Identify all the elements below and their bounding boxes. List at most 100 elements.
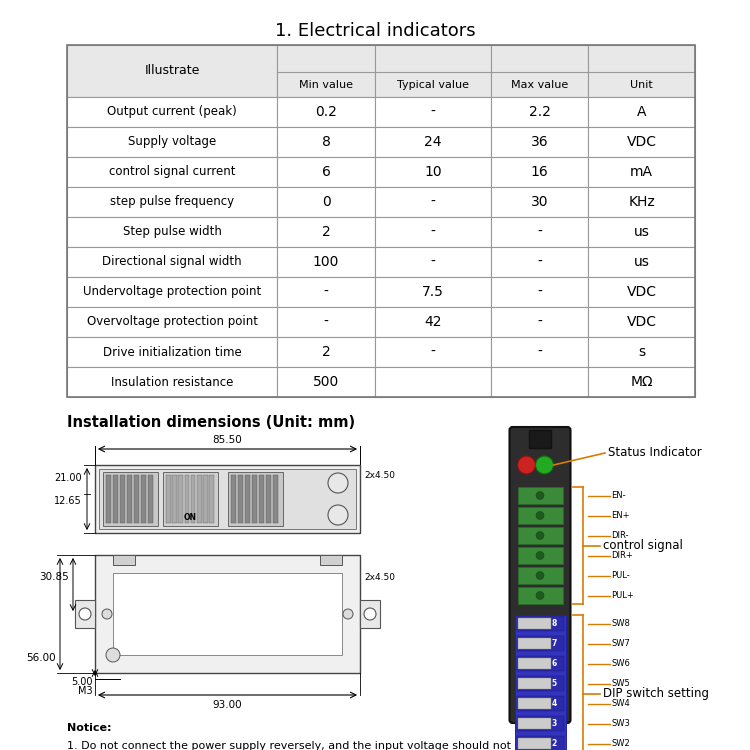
Text: VDC: VDC: [626, 315, 656, 329]
Text: Undervoltage protection point: Undervoltage protection point: [83, 286, 261, 298]
Bar: [491, 337, 588, 367]
Text: Installation dimensions (Unit: mm): Installation dimensions (Unit: mm): [67, 415, 356, 430]
Text: 1. Do not connect the power supply reversely, and the input voltage should not: 1. Do not connect the power supply rever…: [67, 741, 511, 750]
Text: 1. Electrical indicators: 1. Electrical indicators: [274, 22, 476, 40]
Bar: [278, 277, 375, 307]
Bar: [113, 573, 342, 655]
Text: -: -: [430, 255, 435, 269]
Text: 6: 6: [552, 659, 557, 668]
Text: Step pulse width: Step pulse width: [123, 226, 222, 238]
Text: 2x4.50: 2x4.50: [364, 470, 395, 479]
Bar: [517, 696, 563, 711]
Text: step pulse frequency: step pulse frequency: [110, 196, 234, 208]
Text: Notice:: Notice:: [67, 723, 112, 733]
Text: DIR+: DIR+: [611, 551, 633, 560]
Bar: [238, 475, 243, 523]
Text: Min value: Min value: [299, 80, 353, 89]
Text: KHz: KHz: [628, 195, 655, 209]
Text: 12.65: 12.65: [54, 496, 82, 506]
Bar: [278, 337, 375, 367]
Bar: [518, 678, 550, 689]
Text: PUL+: PUL+: [611, 591, 634, 600]
Text: 8: 8: [552, 619, 557, 628]
Text: mA: mA: [630, 165, 653, 179]
Text: -: -: [323, 315, 328, 329]
Bar: [99, 469, 356, 529]
Bar: [529, 430, 551, 448]
Bar: [273, 475, 278, 523]
Bar: [95, 555, 360, 673]
Bar: [375, 97, 491, 127]
Bar: [67, 187, 278, 217]
Bar: [491, 97, 588, 127]
Text: us: us: [634, 255, 650, 269]
Bar: [103, 472, 158, 526]
Text: -: -: [537, 255, 542, 269]
Text: ON: ON: [184, 513, 197, 522]
Bar: [588, 307, 695, 337]
Text: SW8: SW8: [611, 619, 630, 628]
Bar: [491, 367, 588, 397]
Bar: [375, 127, 491, 157]
Text: DIR-: DIR-: [611, 531, 629, 540]
Bar: [491, 247, 588, 277]
Bar: [588, 45, 695, 97]
Text: VDC: VDC: [626, 135, 656, 149]
Circle shape: [102, 609, 112, 619]
Text: -: -: [430, 105, 435, 119]
Bar: [375, 337, 491, 367]
Bar: [517, 616, 563, 631]
Bar: [518, 567, 562, 584]
Bar: [231, 475, 236, 523]
Bar: [67, 367, 278, 397]
Bar: [172, 475, 177, 523]
Text: 3: 3: [552, 719, 557, 728]
Bar: [375, 187, 491, 217]
Bar: [517, 736, 563, 750]
Text: s: s: [638, 345, 645, 359]
Bar: [278, 217, 375, 247]
Text: 5.00: 5.00: [71, 677, 93, 687]
Bar: [514, 615, 566, 750]
Bar: [518, 718, 550, 729]
Text: Status Indicator: Status Indicator: [608, 446, 702, 460]
Bar: [67, 307, 278, 337]
Bar: [266, 475, 271, 523]
Text: SW5: SW5: [611, 679, 630, 688]
Bar: [75, 600, 95, 628]
Text: 36: 36: [531, 135, 548, 149]
Text: 30: 30: [531, 195, 548, 209]
Text: 16: 16: [531, 165, 548, 179]
Bar: [518, 487, 562, 504]
Bar: [491, 187, 588, 217]
Circle shape: [536, 592, 544, 599]
Bar: [148, 475, 153, 523]
Bar: [517, 636, 563, 651]
Circle shape: [106, 648, 120, 662]
Text: -: -: [537, 285, 542, 299]
Bar: [518, 738, 550, 749]
Text: 8: 8: [322, 135, 331, 149]
Bar: [228, 472, 283, 526]
Bar: [197, 475, 202, 523]
Text: -: -: [430, 345, 435, 359]
Text: Supply voltage: Supply voltage: [128, 136, 216, 148]
Bar: [278, 127, 375, 157]
Text: VDC: VDC: [626, 285, 656, 299]
Text: SW3: SW3: [611, 719, 630, 728]
Text: -: -: [323, 285, 328, 299]
Bar: [184, 475, 189, 523]
Text: A: A: [637, 105, 646, 119]
Bar: [259, 475, 264, 523]
Bar: [375, 277, 491, 307]
Bar: [95, 465, 360, 533]
Circle shape: [536, 551, 544, 560]
Text: Directional signal width: Directional signal width: [103, 256, 242, 268]
Bar: [518, 587, 562, 604]
Text: 0.2: 0.2: [315, 105, 337, 119]
Bar: [67, 337, 278, 367]
Bar: [518, 527, 562, 544]
Text: -: -: [430, 195, 435, 209]
Text: 10: 10: [424, 165, 442, 179]
Text: 500: 500: [313, 375, 339, 389]
